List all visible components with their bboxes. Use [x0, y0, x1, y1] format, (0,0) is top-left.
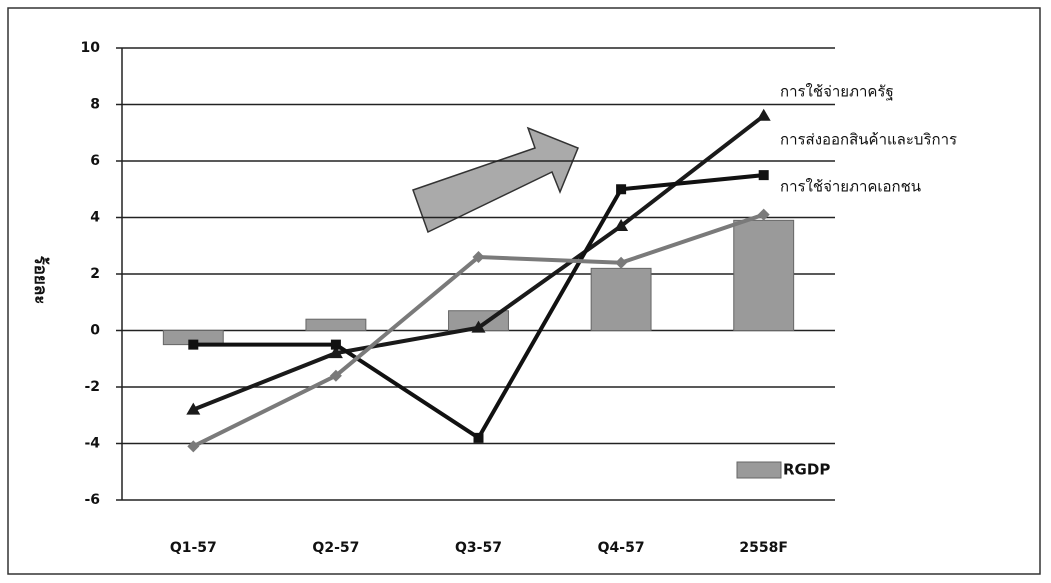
- marker: [188, 339, 199, 350]
- bar: [305, 318, 367, 332]
- x-tick-label: Q3-57: [455, 540, 502, 556]
- marker: [186, 402, 201, 415]
- y-tick-label: 0: [90, 323, 100, 339]
- y-tick-label: 8: [90, 97, 100, 113]
- bar: [590, 267, 652, 332]
- marker: [329, 369, 342, 382]
- marker: [472, 251, 485, 264]
- marker: [471, 320, 486, 333]
- legend-label: RGDP: [783, 461, 830, 479]
- series-label: การส่งออกสินค้าและบริการ: [780, 131, 957, 149]
- y-tick-label: -2: [84, 379, 100, 395]
- y-tick-label: 2: [90, 266, 100, 282]
- marker: [473, 432, 484, 443]
- series-label: การใช้จ่ายภาครัฐ: [780, 83, 894, 101]
- frame: [7, 7, 1041, 575]
- marker: [614, 218, 629, 231]
- x-tick-label: Q4-57: [598, 540, 645, 556]
- y-tick-label: -4: [84, 436, 100, 452]
- x-tick-label: Q2-57: [312, 540, 359, 556]
- x-tick-label: Q1-57: [170, 540, 217, 556]
- y-tick-label: 10: [81, 40, 101, 56]
- trend-arrow: [412, 126, 579, 234]
- marker: [756, 108, 771, 121]
- y-tick-label: 6: [90, 153, 100, 169]
- marker: [757, 208, 770, 221]
- y-tick-label: 4: [90, 210, 100, 226]
- marker: [187, 440, 200, 453]
- line: [193, 173, 764, 441]
- y-axis-label: ร้อยละ: [30, 256, 50, 305]
- x-tick-label: 2558F: [739, 540, 788, 556]
- marker: [328, 346, 343, 359]
- y-tick-label: -6: [84, 492, 100, 508]
- marker: [330, 339, 341, 350]
- marker: [616, 184, 627, 195]
- legend-swatch: [736, 461, 782, 479]
- marker: [758, 170, 769, 181]
- marker: [615, 256, 628, 269]
- series-label: การใช้จ่ายภาคเอกชน: [780, 178, 921, 196]
- bar: [733, 219, 795, 331]
